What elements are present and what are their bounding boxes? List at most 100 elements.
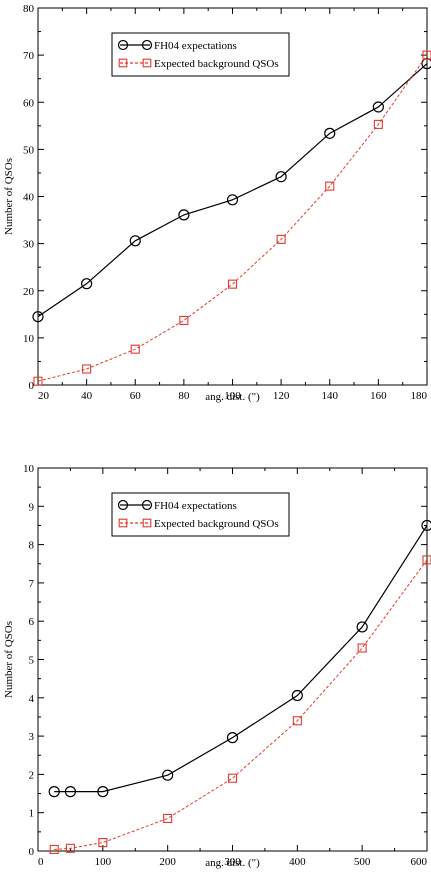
data-point <box>226 732 239 744</box>
y-tick-label: 40 <box>23 192 35 204</box>
data-point <box>373 119 383 129</box>
y-tick-label: 10 <box>23 463 35 475</box>
y-axis-title: Number of QSOs <box>3 158 15 235</box>
legend-marker <box>118 518 128 528</box>
data-point <box>291 689 303 702</box>
y-axis-title: Number of QSOs <box>3 621 15 698</box>
data-point <box>357 643 367 653</box>
x-tick-label: 200 <box>159 856 176 868</box>
x-tick-label: 40 <box>81 390 93 402</box>
x-tick-label: 120 <box>273 390 290 402</box>
y-tick-label: 4 <box>29 693 35 705</box>
data-point <box>130 344 140 354</box>
x-tick-label: 80 <box>178 390 190 402</box>
data-point <box>178 209 190 221</box>
y-tick-label: 0 <box>29 846 35 858</box>
y-tick-label: 9 <box>29 501 35 513</box>
series-1 <box>48 519 431 798</box>
data-point <box>422 50 431 60</box>
data-point <box>32 311 44 323</box>
y-tick-label: 0 <box>29 380 35 392</box>
series-line <box>54 525 428 793</box>
legend-marker <box>141 39 153 51</box>
legend-box <box>111 492 290 537</box>
legend-marker <box>142 518 152 528</box>
y-tick-label: 7 <box>29 578 35 590</box>
legend-label: FH04 expectations <box>154 500 237 512</box>
data-point <box>422 555 431 565</box>
data-point <box>372 101 384 113</box>
data-point <box>276 234 286 244</box>
data-point <box>421 519 431 532</box>
y-tick-label: 10 <box>23 333 35 345</box>
data-point <box>81 278 93 290</box>
data-point <box>226 194 239 206</box>
x-axis-title: ang. dist. (") <box>205 391 260 403</box>
data-point <box>179 315 189 325</box>
data-point <box>325 181 335 191</box>
data-point <box>356 621 368 633</box>
data-point <box>98 838 108 848</box>
series-2 <box>33 50 431 386</box>
legend-marker <box>117 39 129 51</box>
x-tick-label: 400 <box>289 856 306 868</box>
x-tick-label: 140 <box>322 390 339 402</box>
legend-label: FH04 expectations <box>154 40 237 52</box>
data-point <box>275 171 287 183</box>
series-line <box>54 559 428 850</box>
legend-marker <box>142 58 152 68</box>
chart-1: 20 40 60 80 100 120 140 160 180 0 10 20 30 40 50 60 70 80… <box>3 3 431 403</box>
x-tick-label: 0 <box>38 856 44 868</box>
data-point <box>324 127 336 139</box>
y-tick-label: 5 <box>29 655 35 667</box>
legend: FH04 expectations Expected background QSO… <box>111 32 290 77</box>
data-point <box>64 786 77 798</box>
chart-2: 0 100 200 300 400 500 600 0 1 2 3 4 5 6 7 8 9 10 ang. dist… <box>3 463 431 869</box>
data-point <box>65 843 75 853</box>
y-tick-label: 70 <box>23 50 35 62</box>
y-tick-label: 6 <box>29 616 35 628</box>
y-tick-label: 2 <box>29 769 35 781</box>
y-tick-label: 1 <box>29 808 35 820</box>
x-tick-label: 180 <box>411 390 428 402</box>
x-tick-label: 100 <box>224 390 241 402</box>
data-point <box>82 364 92 374</box>
data-point <box>49 844 59 855</box>
x-tick-label: 600 <box>411 856 428 868</box>
data-point <box>292 716 302 726</box>
series-line <box>37 54 428 382</box>
x-tick-label: 100 <box>95 856 112 868</box>
y-tick-label: 80 <box>23 3 35 15</box>
series-1 <box>32 58 431 323</box>
legend-box <box>111 32 290 77</box>
y-tick-label: 50 <box>23 144 35 156</box>
legend-marker <box>141 499 153 511</box>
data-point <box>33 376 43 386</box>
legend-label: Expected background QSOs <box>154 58 279 70</box>
x-tick-label: 60 <box>130 390 142 402</box>
y-tick-label: 30 <box>23 239 35 251</box>
y-tick-label: 60 <box>23 97 35 109</box>
x-tick-label: 160 <box>370 390 387 402</box>
legend-label: Expected background QSOs <box>154 518 279 530</box>
data-point <box>163 813 173 823</box>
x-tick-label: 20 <box>38 390 50 402</box>
y-tick-label: 8 <box>29 540 35 552</box>
legend: FH04 expectations Expected background QSO… <box>111 492 290 537</box>
y-tick-label: 3 <box>29 731 35 743</box>
series-2 <box>49 555 431 855</box>
legend-marker <box>118 58 128 68</box>
data-point <box>162 769 174 781</box>
y-tick-label: 20 <box>23 286 35 298</box>
x-tick-label: 300 <box>224 856 241 868</box>
data-point <box>129 235 141 247</box>
x-tick-label: 500 <box>354 856 371 868</box>
legend-marker <box>117 499 129 511</box>
data-point <box>227 773 238 783</box>
x-axis-title: ang. dist. (") <box>205 857 260 869</box>
data-point <box>97 786 109 798</box>
data-point <box>227 279 238 289</box>
data-point <box>48 786 60 798</box>
series-line <box>37 63 428 318</box>
